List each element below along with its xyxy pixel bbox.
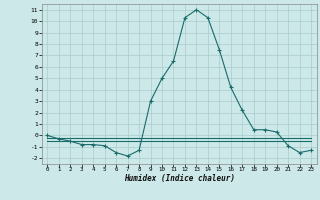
X-axis label: Humidex (Indice chaleur): Humidex (Indice chaleur): [124, 174, 235, 183]
